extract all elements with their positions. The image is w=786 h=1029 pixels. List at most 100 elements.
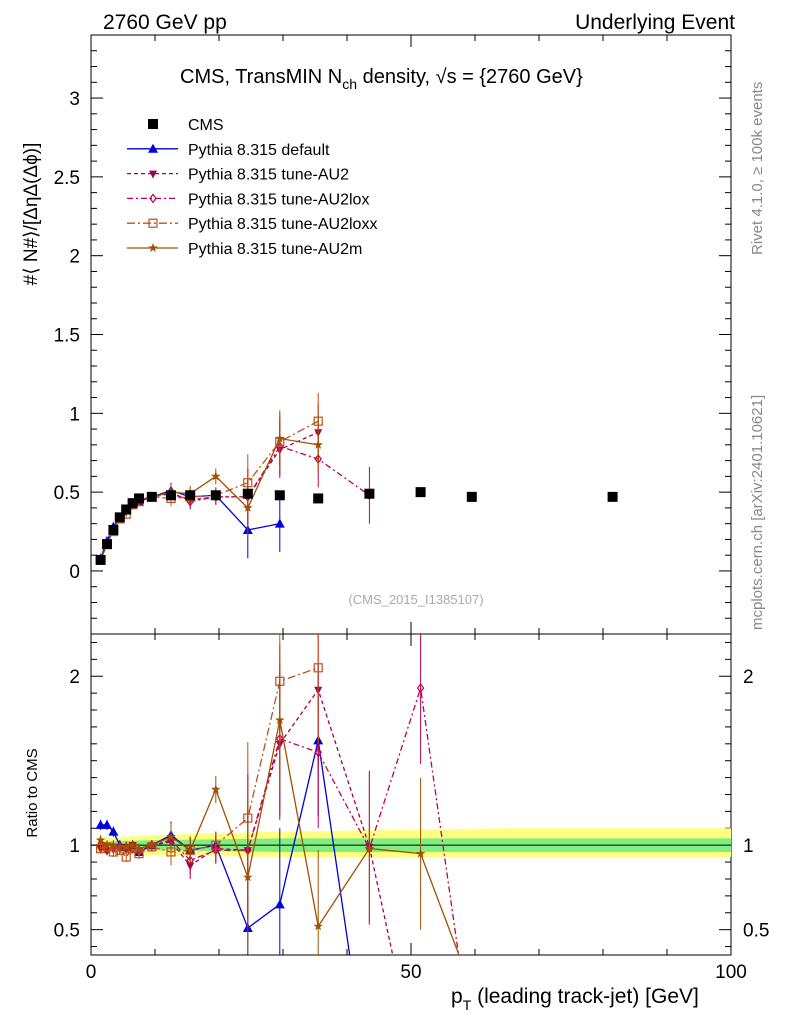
cms-data-point (364, 488, 375, 499)
ratio-ytick-label: 2 (69, 667, 80, 688)
legend-label: Pythia 8.315 default (188, 142, 330, 159)
legend-item: Pythia 8.315 tune-AU2 (127, 167, 349, 184)
main-ytick-label: 3 (69, 89, 80, 110)
main-point (211, 471, 221, 481)
legend-marker (148, 218, 158, 228)
ratio-point (416, 683, 425, 694)
legend-item: Pythia 8.315 tune-AU2m (127, 241, 362, 258)
cms-data-point (313, 493, 324, 504)
ratio-point (95, 835, 106, 845)
main-ytick-label: 0 (69, 562, 80, 583)
ratio-point (108, 840, 119, 850)
legend-item: Pythia 8.315 tune-AU2lox (127, 191, 369, 208)
cms-data-point (210, 490, 221, 501)
main-ytick-label: 1 (69, 404, 80, 425)
ratio-series-line (100, 740, 351, 955)
header-analysis: Underlying Event (575, 11, 735, 34)
xlabel-sub: T (463, 997, 472, 1013)
legend-marker (149, 170, 157, 179)
cms-data-point (127, 498, 138, 509)
main-series-cms (95, 487, 618, 565)
chart-title: CMS, TransMIN Nch density, √s = {2760 Ge… (180, 66, 583, 92)
ratio-point (186, 855, 194, 866)
main-point (274, 518, 285, 528)
main-series (95, 392, 618, 565)
ratio-point (313, 921, 323, 931)
xtick-label: 0 (86, 962, 97, 983)
ratio-series-4 (95, 644, 460, 955)
xlabel: pT (leading track-jet) [GeV] (451, 985, 699, 1013)
rivet-label: Rivet 4.1.0, ≥ 100k events (749, 82, 766, 255)
cms-data-point (466, 491, 477, 502)
xtick-label: 50 (400, 962, 421, 983)
main-series-2 (96, 418, 374, 565)
xlabel-p: p (451, 985, 463, 1008)
ratio-point (102, 819, 112, 829)
ratio-point (185, 845, 195, 855)
cms-data-point (607, 491, 618, 502)
ratio-point (211, 784, 221, 794)
cms-data-point (415, 487, 426, 498)
cms-data-point (185, 490, 196, 501)
xlabel-rest: (leading track-jet) [GeV] (471, 985, 699, 1008)
ratio-point (274, 899, 285, 909)
legend-label: Pythia 8.315 tune-AU2loxx (188, 216, 377, 233)
ratio-series (95, 634, 460, 955)
ratio-point (275, 715, 285, 725)
analysis-watermark: (CMS_2015_I1385107) (348, 592, 483, 607)
legend-item: Pythia 8.315 tune-AU2loxx (127, 216, 377, 233)
ratio-point (243, 872, 253, 882)
ratio-point (102, 840, 112, 850)
main-point (243, 502, 253, 512)
cms-data-point (102, 539, 112, 550)
legend-marker (149, 193, 157, 204)
cms-data-point (274, 490, 285, 501)
ratio-ytick-label-right: 2 (743, 667, 754, 688)
main-ytick-label: 2.5 (54, 168, 80, 189)
ratio-point (95, 819, 106, 829)
main-series-3 (95, 392, 323, 565)
ratio-point (127, 840, 138, 850)
ratio-point (121, 852, 131, 862)
cms-data-point (114, 512, 125, 523)
ratio-point (115, 841, 125, 851)
cms-data-point (166, 490, 176, 501)
title-sub: ch (342, 76, 357, 92)
legend-item: Pythia 8.315 default (127, 142, 330, 159)
ratio-ytick-label-right: 1 (743, 836, 754, 857)
main-ylabel: #⟨ N#⟩/[ΔηΔ(Δϕ)] (21, 143, 42, 286)
cms-data-point (121, 504, 132, 515)
main-point (313, 439, 323, 449)
title-pre: CMS, TransMIN N (180, 66, 342, 88)
ratio-point (211, 840, 221, 850)
ratio-panel-frame (90, 633, 732, 956)
xtick-label: 100 (715, 962, 747, 983)
main-series-4 (95, 410, 323, 564)
main-ytick-label: 0.5 (54, 483, 80, 504)
cms-data-point (146, 491, 157, 502)
ratio-point (415, 848, 426, 858)
ratio-point (108, 826, 119, 836)
cms-data-point (108, 524, 119, 535)
ratio-point (166, 831, 176, 841)
legend-label: CMS (188, 117, 224, 134)
ratio-point (134, 843, 144, 853)
main-series-1 (96, 403, 323, 565)
main-ytick-label: 1.5 (54, 326, 80, 347)
ratio-point (313, 663, 323, 673)
cms-data-point (95, 554, 106, 565)
main-panel-frame (90, 34, 732, 635)
ratio-ytick-label: 0.5 (54, 921, 80, 942)
ratio-ytick-label: 1 (69, 836, 80, 857)
main-series-line (99, 420, 319, 561)
cms-data-point (134, 493, 144, 504)
title-post: density, √s = {2760 GeV} (357, 66, 583, 88)
main-point (275, 433, 285, 443)
main-ytick-label: 2 (69, 247, 80, 268)
legend: CMS Pythia 8.315 default Pythia 8.315 tune… (127, 117, 377, 258)
ratio-axis-ticks: 0 50 100 0.5 0.5 1 1 2 2 (54, 634, 769, 983)
ratio-ytick-label-right: 0.5 (743, 921, 769, 942)
ratio-point (314, 747, 322, 758)
legend-marker (148, 119, 158, 129)
